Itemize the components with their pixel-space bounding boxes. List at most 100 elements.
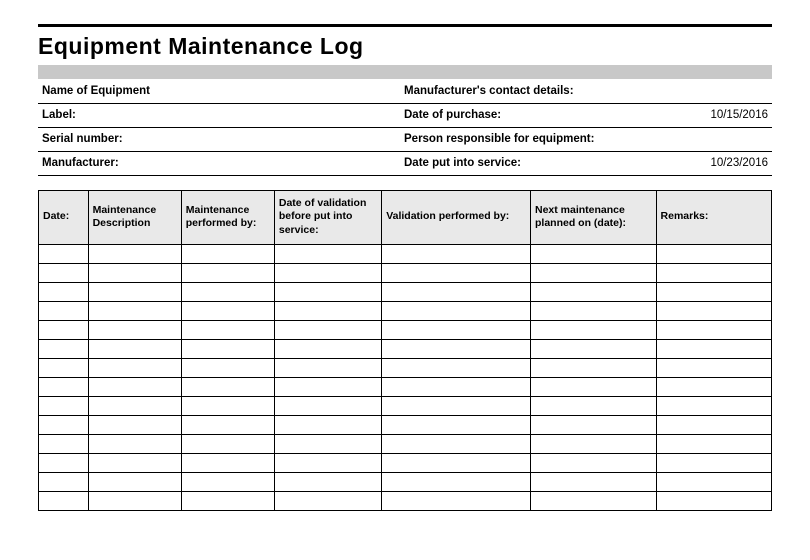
table-cell	[531, 358, 657, 377]
table-cell	[656, 320, 771, 339]
table-row	[39, 263, 772, 282]
table-cell	[39, 358, 89, 377]
table-row	[39, 472, 772, 491]
table-cell	[88, 377, 181, 396]
log-header: Date:	[39, 190, 89, 244]
table-cell	[88, 339, 181, 358]
table-cell	[382, 453, 531, 472]
table-cell	[181, 358, 274, 377]
table-cell	[88, 358, 181, 377]
info-label: Date of purchase:	[400, 103, 655, 127]
table-cell	[274, 358, 381, 377]
table-cell	[656, 434, 771, 453]
table-cell	[39, 472, 89, 491]
table-cell	[88, 491, 181, 510]
table-cell	[181, 396, 274, 415]
table-cell	[181, 415, 274, 434]
table-row	[39, 282, 772, 301]
table-cell	[39, 415, 89, 434]
table-cell	[382, 244, 531, 263]
table-cell	[181, 320, 274, 339]
table-row	[39, 339, 772, 358]
table-cell	[656, 301, 771, 320]
table-cell	[382, 396, 531, 415]
table-cell	[39, 396, 89, 415]
info-value: 10/23/2016	[655, 151, 772, 175]
table-cell	[531, 244, 657, 263]
table-cell	[274, 339, 381, 358]
log-header: Next maintenance planned on (date):	[531, 190, 657, 244]
table-cell	[88, 282, 181, 301]
top-rule	[38, 24, 772, 27]
table-cell	[531, 434, 657, 453]
table-cell	[531, 320, 657, 339]
table-cell	[39, 263, 89, 282]
info-value: 10/15/2016	[655, 103, 772, 127]
table-cell	[274, 244, 381, 263]
table-cell	[531, 396, 657, 415]
table-cell	[39, 301, 89, 320]
table-cell	[181, 244, 274, 263]
table-cell	[656, 491, 771, 510]
table-cell	[274, 301, 381, 320]
table-cell	[656, 339, 771, 358]
table-cell	[656, 263, 771, 282]
table-row	[39, 434, 772, 453]
table-cell	[88, 320, 181, 339]
table-cell	[274, 263, 381, 282]
log-header: Maintenance Description	[88, 190, 181, 244]
table-cell	[382, 263, 531, 282]
table-cell	[382, 320, 531, 339]
table-cell	[39, 244, 89, 263]
table-cell	[531, 282, 657, 301]
table-cell	[181, 377, 274, 396]
table-cell	[382, 377, 531, 396]
table-row	[39, 396, 772, 415]
log-header-row: Date: Maintenance Description Maintenanc…	[39, 190, 772, 244]
table-cell	[274, 282, 381, 301]
table-cell	[274, 415, 381, 434]
table-cell	[88, 415, 181, 434]
table-cell	[531, 339, 657, 358]
title-bar	[38, 65, 772, 79]
info-label: Person responsible for equipment:	[400, 127, 655, 151]
log-header: Maintenance performed by:	[181, 190, 274, 244]
table-cell	[88, 472, 181, 491]
info-label: Manufacturer:	[38, 151, 168, 175]
info-label: Label:	[38, 103, 168, 127]
table-cell	[181, 282, 274, 301]
table-cell	[88, 453, 181, 472]
table-cell	[274, 453, 381, 472]
table-cell	[274, 491, 381, 510]
table-cell	[39, 377, 89, 396]
table-cell	[39, 320, 89, 339]
table-cell	[382, 415, 531, 434]
table-cell	[274, 320, 381, 339]
table-cell	[656, 244, 771, 263]
table-cell	[531, 263, 657, 282]
info-value	[168, 79, 400, 103]
table-cell	[531, 472, 657, 491]
info-table: Name of Equipment Manufacturer's contact…	[38, 79, 772, 176]
table-row	[39, 491, 772, 510]
table-cell	[382, 358, 531, 377]
table-row	[39, 358, 772, 377]
table-cell	[274, 434, 381, 453]
table-cell	[274, 377, 381, 396]
table-cell	[88, 434, 181, 453]
log-table: Date: Maintenance Description Maintenanc…	[38, 190, 772, 511]
table-cell	[656, 472, 771, 491]
page-title: Equipment Maintenance Log	[38, 33, 772, 60]
table-cell	[39, 282, 89, 301]
table-cell	[382, 301, 531, 320]
table-cell	[531, 415, 657, 434]
log-header: Validation performed by:	[382, 190, 531, 244]
table-cell	[181, 263, 274, 282]
table-cell	[39, 491, 89, 510]
table-cell	[656, 358, 771, 377]
info-label: Serial number:	[38, 127, 168, 151]
info-label: Name of Equipment	[38, 79, 168, 103]
table-row	[39, 320, 772, 339]
table-cell	[181, 472, 274, 491]
info-label: Manufacturer's contact details:	[400, 79, 655, 103]
